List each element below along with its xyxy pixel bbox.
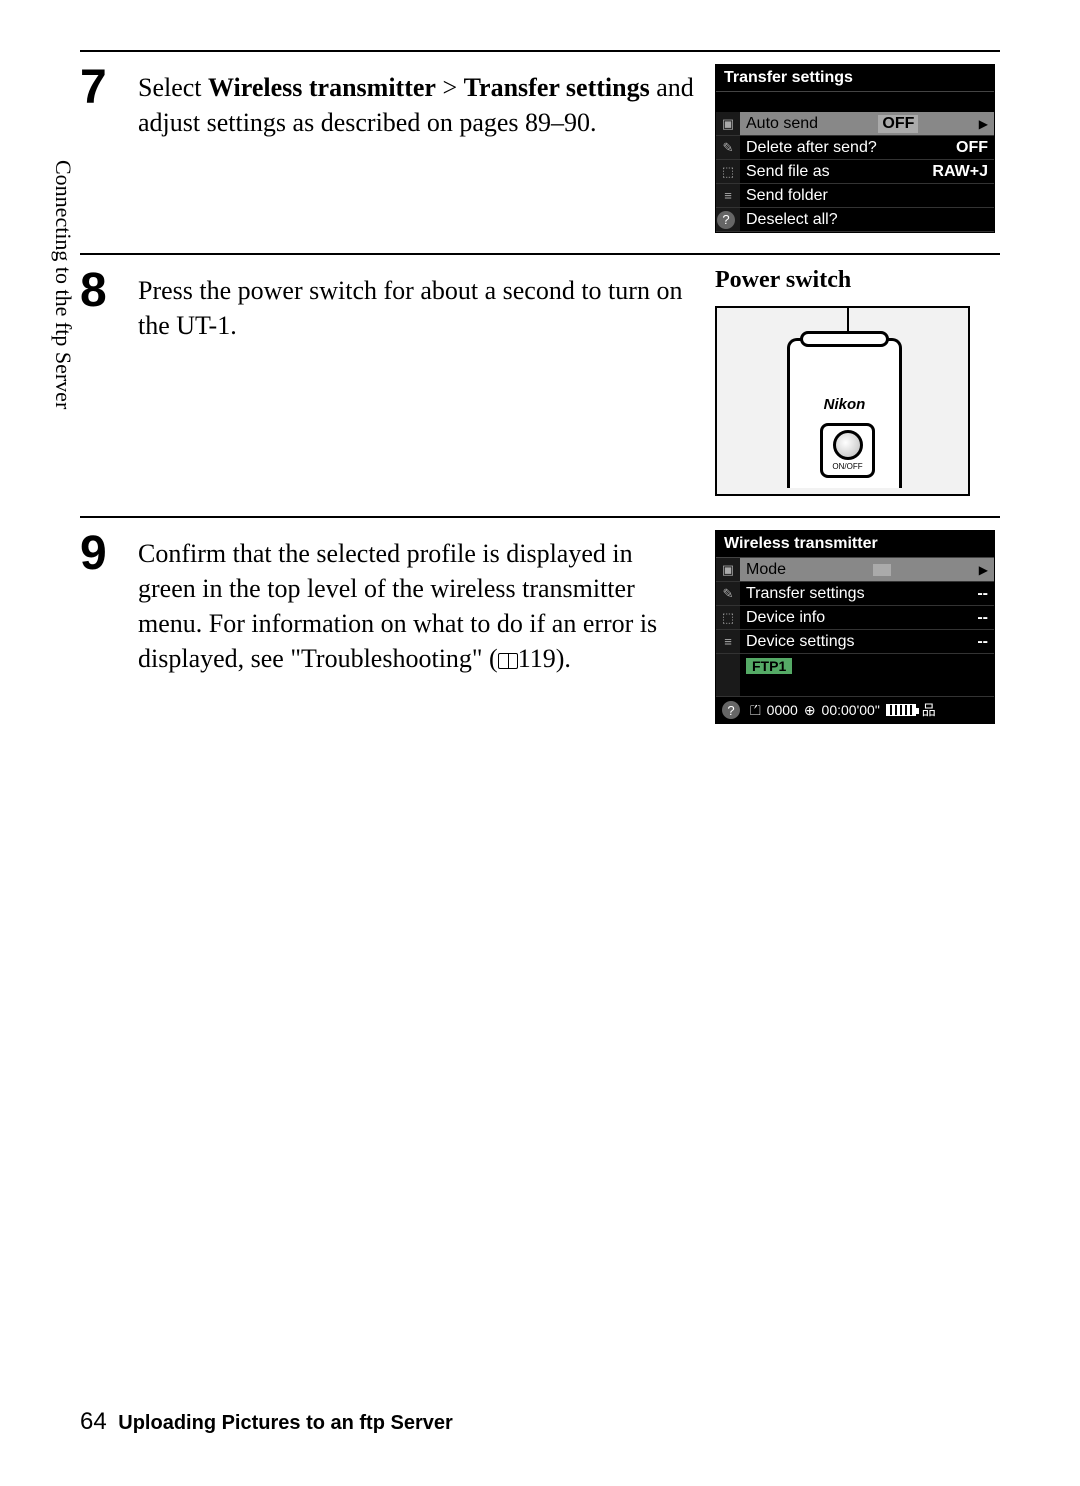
- menu-icon: ⬚: [716, 160, 740, 184]
- step-8-number: 8: [80, 267, 120, 496]
- menu-icon: ▣: [716, 558, 740, 582]
- battery-icon: [886, 704, 916, 716]
- step-7-number: 7: [80, 64, 120, 233]
- menu9-sidebar-icons: ▣ ✎ ⬚ ≡: [716, 558, 740, 696]
- menu-icon: ▣: [716, 112, 740, 136]
- value: --: [977, 609, 988, 627]
- value: OFF: [956, 139, 988, 157]
- time: 00:00'00": [822, 702, 880, 718]
- menu-icon: ⬚: [716, 606, 740, 630]
- power-button-inner: [833, 430, 863, 460]
- menu7-title: Transfer settings: [716, 65, 994, 92]
- menu9-row-devicesettings: Device settings --: [740, 630, 994, 654]
- step-8-text: Press the power switch for about a secon…: [138, 267, 695, 496]
- profile-chip: FTP1: [746, 658, 792, 674]
- value: OFF: [878, 115, 918, 133]
- menu9-title: Wireless transmitter: [716, 531, 994, 558]
- power-switch-label: Power switch: [715, 267, 1000, 294]
- value: --: [977, 633, 988, 651]
- onoff-label: ON/OFF: [832, 462, 862, 471]
- device-logo: Nikon: [790, 396, 899, 413]
- step-9: 9 Confirm that the selected profile is d…: [80, 518, 1000, 744]
- label: Auto send: [746, 115, 818, 133]
- t7b: Wireless transmitter: [208, 73, 436, 102]
- help-icon: ?: [716, 208, 740, 232]
- page-footer: 64 Uploading Pictures to an ftp Server: [80, 1408, 453, 1436]
- menu9-footer: ? ⏍ 0000 ⊕ 00:00'00" 品: [716, 696, 994, 723]
- device-top: [800, 331, 889, 347]
- menu-icon: ✎: [716, 582, 740, 606]
- t7d: Transfer settings: [464, 73, 650, 102]
- label: Device info: [746, 609, 825, 627]
- label: Device settings: [746, 633, 855, 651]
- arrow-icon: ▶: [979, 117, 988, 131]
- counter: 0000: [767, 702, 798, 718]
- power-button: ON/OFF: [820, 423, 875, 478]
- menu7-row-delete: Delete after send? OFF: [740, 136, 994, 160]
- step-7: 7 Select Wireless transmitter > Transfer…: [80, 52, 1000, 253]
- menu9-row-deviceinfo: Device info --: [740, 606, 994, 630]
- t9a: Confirm that the selected profile is dis…: [138, 539, 657, 673]
- t7a: Select: [138, 73, 208, 102]
- value: RAW+J: [932, 163, 988, 181]
- menu7-row-sendfolder: Send folder: [740, 184, 994, 208]
- menu9-row-profile: FTP1: [740, 654, 994, 678]
- t7c: >: [436, 73, 464, 102]
- label: Mode: [746, 561, 786, 579]
- device-diagram: Nikon ON/OFF: [715, 306, 970, 496]
- device-body: Nikon ON/OFF: [787, 338, 902, 488]
- network-icon: 品: [922, 700, 936, 720]
- menu9-row-transfer: Transfer settings --: [740, 582, 994, 606]
- step-7-menu-screenshot: Transfer settings ▣ ✎ ⬚ ≡ ? Auto send: [715, 64, 995, 233]
- menu7-row-deselect: Deselect all?: [740, 208, 994, 232]
- step-9-number: 9: [80, 530, 120, 724]
- label: Send file as: [746, 163, 830, 181]
- menu7-sidebar-icons: ▣ ✎ ⬚ ≡ ?: [716, 112, 740, 232]
- menu9-row-mode: Mode ▶: [740, 558, 994, 582]
- footer-title: Uploading Pictures to an ftp Server: [118, 1412, 453, 1434]
- counter-icon: ⏍: [750, 702, 761, 719]
- step-8: 8 Press the power switch for about a sec…: [80, 255, 1000, 516]
- arrow-icon: ▶: [979, 563, 988, 577]
- t9b: 119).: [518, 644, 571, 673]
- label: Delete after send?: [746, 139, 877, 157]
- help-icon: ?: [722, 701, 740, 719]
- page-number: 64: [80, 1408, 107, 1435]
- value: --: [977, 585, 988, 603]
- book-icon: [498, 653, 518, 669]
- label: Send folder: [746, 187, 828, 205]
- mode-icon: [873, 564, 891, 576]
- side-section-label: Connecting to the ftp Server: [50, 160, 76, 409]
- menu7-row-sendas: Send file as RAW+J: [740, 160, 994, 184]
- step-9-menu-screenshot: Wireless transmitter ▣ ✎ ⬚ ≡ Mode: [715, 530, 995, 724]
- menu-icon: ≡: [716, 184, 740, 208]
- menu-icon: ≡: [716, 630, 740, 654]
- step-7-text: Select Wireless transmitter > Transfer s…: [138, 64, 695, 233]
- step-9-text: Confirm that the selected profile is dis…: [138, 530, 695, 724]
- menu-icon: ✎: [716, 136, 740, 160]
- label: Transfer settings: [746, 585, 865, 603]
- clock-icon: ⊕: [804, 702, 816, 719]
- page-content: 7 Select Wireless transmitter > Transfer…: [80, 50, 1000, 744]
- label: Deselect all?: [746, 211, 838, 229]
- menu7-row-autosend: Auto send OFF ▶: [740, 112, 994, 136]
